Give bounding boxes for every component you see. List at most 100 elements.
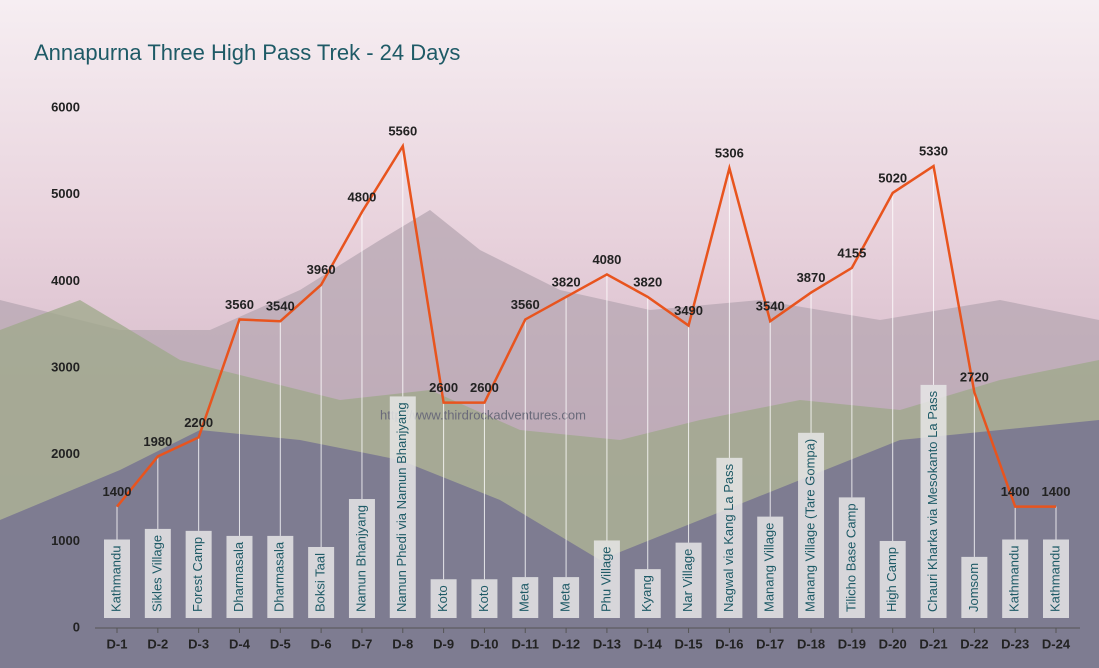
value-label: 3870	[797, 270, 826, 285]
x-tick-label: D-11	[512, 636, 539, 651]
value-label: 2600	[470, 380, 499, 395]
x-tick-label: D-5	[270, 636, 291, 651]
location-box	[1043, 539, 1069, 618]
value-label: 4800	[347, 189, 376, 204]
value-label: 1980	[143, 434, 172, 449]
x-tick-label: D-12	[552, 636, 580, 651]
location-box	[144, 528, 171, 618]
chart-title: Annapurna Three High Pass Trek - 24 Days	[34, 40, 460, 65]
x-tick-label: D-18	[797, 636, 825, 651]
location-box	[348, 499, 375, 618]
location-box	[838, 497, 865, 618]
x-tick-label: D-16	[715, 636, 743, 651]
location-box	[512, 577, 539, 618]
location-label: Kyang	[639, 575, 654, 612]
y-tick-label: 0	[73, 619, 80, 634]
value-label: 5020	[878, 170, 907, 185]
value-label: 3960	[307, 262, 336, 277]
location-label: Forest Camp	[190, 537, 205, 612]
y-tick-label: 1000	[51, 533, 80, 548]
value-label: 3560	[511, 297, 540, 312]
location-label: Koto	[435, 585, 450, 612]
location-box	[634, 569, 661, 618]
location-label: Namun Phedi via Namun Bhanjyang	[394, 402, 409, 612]
location-box	[920, 384, 947, 618]
location-label: Nagwal via Kang La Pass	[721, 463, 736, 612]
x-tick-label: D-3	[188, 636, 209, 651]
value-label: 4155	[837, 245, 866, 260]
value-label: 3490	[674, 303, 703, 318]
value-label: 3560	[225, 297, 254, 312]
location-box	[798, 432, 825, 618]
location-label: Kathmandu	[108, 546, 123, 613]
location-box	[267, 535, 294, 618]
location-box	[716, 457, 743, 618]
location-label: Nar Village	[680, 549, 695, 612]
value-label: 3820	[552, 274, 581, 289]
x-tick-label: D-2	[147, 636, 168, 651]
location-label: Phu Village	[598, 546, 613, 612]
value-label: 2600	[429, 380, 458, 395]
value-label: 2200	[184, 415, 213, 430]
x-tick-label: D-20	[879, 636, 907, 651]
location-box	[308, 546, 335, 618]
x-tick-label: D-4	[229, 636, 251, 651]
x-tick-label: D-22	[960, 636, 988, 651]
x-tick-label: D-10	[470, 636, 498, 651]
location-label: Kathmandu	[1047, 546, 1062, 613]
location-box	[104, 539, 130, 618]
y-tick-label: 4000	[51, 273, 80, 288]
location-label: Koto	[476, 585, 491, 612]
value-label: 1400	[1001, 484, 1030, 499]
x-tick-label: D-9	[433, 636, 454, 651]
y-tick-label: 3000	[51, 359, 80, 374]
location-label: Kathmandu	[1007, 546, 1022, 613]
location-box	[961, 556, 988, 618]
location-box	[185, 530, 212, 618]
location-label: Boksi Taal	[313, 553, 328, 612]
location-box	[471, 579, 498, 618]
value-label: 3820	[633, 274, 662, 289]
location-box	[553, 577, 580, 618]
value-label: 3540	[266, 299, 295, 314]
location-label: High Camp	[884, 547, 899, 612]
x-tick-label: D-17	[756, 636, 784, 651]
location-box	[430, 579, 457, 618]
location-label: Dharmasala	[272, 541, 287, 612]
location-label: Manang Village	[762, 523, 777, 612]
watermark: http://www.thirdrockadventures.com	[380, 407, 586, 422]
trek-line	[116, 142, 1056, 508]
location-box	[226, 535, 253, 618]
location-label: Sikles Village	[149, 535, 164, 612]
value-label: 2720	[960, 370, 989, 385]
x-tick-label: D-19	[838, 636, 866, 651]
location-label: Dharmasala	[231, 541, 246, 612]
location-box	[389, 396, 416, 618]
value-label: 3540	[756, 299, 785, 314]
location-label: Namun Bhanjyang	[353, 505, 368, 612]
location-label: Chauri Kharka via Mesokanto La Pass	[925, 390, 940, 612]
value-label: 5560	[388, 124, 417, 139]
x-tick-label: D-21	[919, 636, 947, 651]
y-tick-label: 2000	[51, 446, 80, 461]
x-tick-label: D-6	[311, 636, 332, 651]
x-tick-label: D-1	[107, 636, 128, 651]
x-tick-label: D-8	[392, 636, 413, 651]
x-tick-label: D-13	[593, 636, 621, 651]
location-box	[593, 540, 620, 618]
location-label: Meta	[517, 582, 532, 612]
location-label: Manang Village (Tare Gompa)	[802, 439, 817, 612]
location-label: Tilicho Base Camp	[843, 503, 858, 612]
value-label: 1400	[103, 484, 132, 499]
x-tick-label: D-15	[674, 636, 702, 651]
x-tick-label: D-14	[634, 636, 663, 651]
y-tick-label: 5000	[51, 186, 80, 201]
value-label: 5306	[715, 146, 744, 161]
location-box	[879, 540, 906, 618]
location-box	[757, 516, 784, 618]
x-tick-label: D-23	[1001, 636, 1029, 651]
location-label: Meta	[558, 582, 573, 612]
location-label: Jomsom	[966, 563, 981, 612]
x-tick-label: D-7	[351, 636, 372, 651]
